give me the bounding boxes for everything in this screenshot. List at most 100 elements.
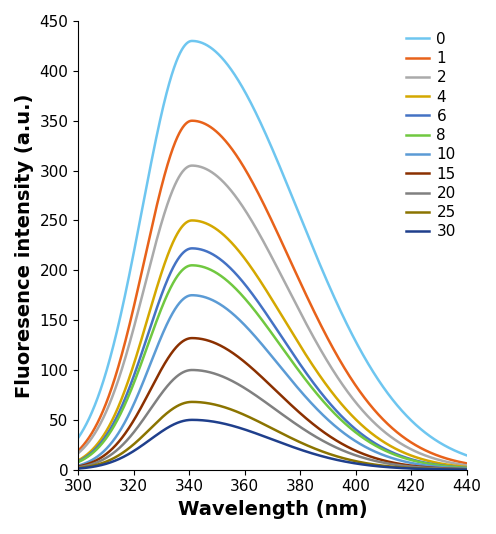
4: [381, 439, 387, 445]
6: [95, 443, 101, 449]
6: [75, 458, 81, 465]
10: [254, 335, 260, 342]
8: [75, 459, 81, 465]
1: [452, 458, 458, 464]
4: [95, 440, 101, 446]
10: [464, 466, 470, 472]
15: [95, 456, 101, 462]
0: [452, 447, 458, 454]
X-axis label: Wavelength (nm): Wavelength (nm): [178, 500, 367, 519]
15: [189, 335, 195, 341]
10: [452, 465, 458, 472]
8: [381, 447, 387, 453]
30: [264, 434, 270, 441]
1: [75, 447, 81, 454]
20: [452, 466, 458, 472]
15: [452, 466, 458, 472]
0: [464, 452, 470, 459]
8: [464, 465, 470, 471]
20: [452, 466, 458, 472]
2: [464, 462, 470, 468]
2: [95, 425, 101, 431]
30: [95, 462, 101, 469]
25: [452, 466, 458, 473]
20: [381, 460, 387, 466]
20: [189, 367, 195, 373]
0: [381, 385, 387, 391]
6: [452, 464, 458, 470]
Line: 10: 10: [78, 295, 467, 469]
25: [464, 466, 470, 473]
0: [264, 134, 270, 140]
8: [452, 464, 458, 470]
2: [254, 226, 260, 233]
4: [75, 457, 81, 464]
6: [189, 245, 195, 252]
2: [452, 460, 458, 467]
Line: 25: 25: [78, 402, 467, 469]
20: [95, 459, 101, 465]
6: [452, 464, 458, 470]
25: [381, 462, 387, 469]
1: [381, 418, 387, 424]
Line: 6: 6: [78, 248, 467, 468]
4: [452, 462, 458, 469]
10: [452, 465, 458, 472]
4: [464, 464, 470, 470]
Line: 4: 4: [78, 221, 467, 467]
30: [254, 430, 260, 437]
20: [75, 464, 81, 470]
0: [452, 447, 458, 454]
6: [381, 445, 387, 452]
1: [464, 460, 470, 467]
10: [75, 462, 81, 469]
30: [464, 466, 470, 473]
2: [264, 246, 270, 252]
25: [452, 466, 458, 473]
8: [189, 262, 195, 269]
0: [189, 38, 195, 44]
1: [95, 419, 101, 425]
25: [75, 465, 81, 472]
0: [75, 435, 81, 441]
2: [75, 450, 81, 457]
20: [464, 466, 470, 473]
6: [464, 465, 470, 471]
8: [452, 464, 458, 470]
10: [95, 453, 101, 459]
Line: 1: 1: [78, 121, 467, 464]
Line: 30: 30: [78, 420, 467, 469]
15: [75, 464, 81, 470]
20: [254, 393, 260, 399]
8: [264, 324, 270, 330]
10: [264, 348, 270, 354]
6: [254, 297, 260, 304]
30: [189, 417, 195, 423]
4: [189, 217, 195, 224]
15: [452, 466, 458, 472]
Line: 15: 15: [78, 338, 467, 469]
15: [381, 458, 387, 464]
30: [75, 465, 81, 472]
Y-axis label: Fluoresence intensity (a.u.): Fluoresence intensity (a.u.): [15, 93, 34, 397]
Line: 2: 2: [78, 166, 467, 465]
2: [381, 428, 387, 435]
1: [189, 117, 195, 124]
30: [381, 464, 387, 470]
1: [264, 208, 270, 215]
Line: 8: 8: [78, 265, 467, 468]
15: [254, 370, 260, 376]
2: [189, 162, 195, 169]
20: [264, 400, 270, 407]
0: [95, 394, 101, 400]
4: [254, 273, 260, 279]
10: [381, 452, 387, 459]
Line: 20: 20: [78, 370, 467, 469]
8: [95, 445, 101, 451]
25: [189, 399, 195, 405]
4: [264, 289, 270, 295]
25: [264, 423, 270, 429]
30: [452, 466, 458, 473]
1: [254, 187, 260, 194]
6: [264, 312, 270, 318]
